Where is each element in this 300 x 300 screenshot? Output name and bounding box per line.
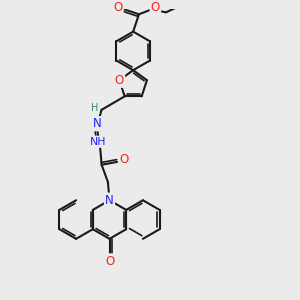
Text: N: N xyxy=(105,194,114,207)
Text: N: N xyxy=(93,117,102,130)
Text: NH: NH xyxy=(90,137,106,147)
Text: O: O xyxy=(105,254,114,268)
Text: H: H xyxy=(91,103,98,113)
Text: O: O xyxy=(119,154,128,166)
Text: O: O xyxy=(115,74,124,87)
Text: O: O xyxy=(151,1,160,14)
Text: O: O xyxy=(113,1,122,14)
